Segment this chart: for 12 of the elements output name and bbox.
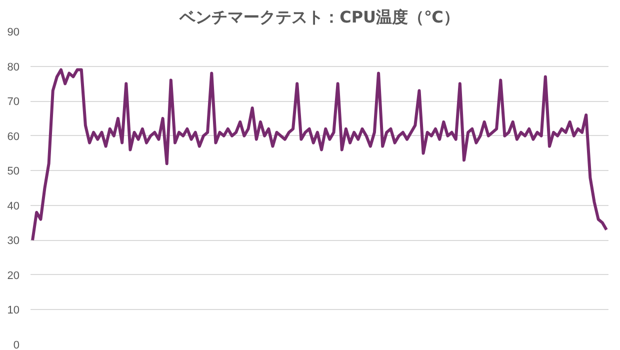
y-tick-label: 20	[7, 270, 20, 282]
y-tick-label: 0	[13, 340, 20, 350]
y-tick-label: 30	[7, 235, 20, 248]
y-tick-label: 10	[7, 304, 20, 317]
y-tick-label: 80	[7, 61, 20, 74]
chart-title: ベンチマークテスト：CPU温度（℃）	[178, 8, 460, 26]
y-tick-label: 90	[7, 26, 20, 38]
y-tick-label: 50	[7, 166, 20, 178]
y-tick-label: 40	[7, 200, 20, 212]
y-tick-label: 60	[7, 130, 20, 143]
line-series	[31, 68, 608, 242]
y-tick-label: 70	[7, 96, 20, 108]
